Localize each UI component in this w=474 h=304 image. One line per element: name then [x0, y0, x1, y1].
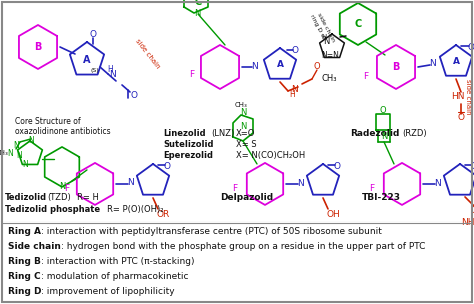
Text: Ring C: Ring C — [8, 272, 41, 282]
Text: N: N — [381, 133, 387, 141]
Text: OR: OR — [156, 210, 170, 219]
Text: N: N — [109, 71, 117, 79]
Text: Delpazolid: Delpazolid — [220, 193, 273, 202]
Text: N: N — [323, 37, 329, 47]
Text: O: O — [471, 162, 474, 171]
Text: side chain: side chain — [465, 79, 471, 115]
Text: R= H: R= H — [77, 193, 99, 202]
Text: O: O — [314, 63, 320, 71]
Text: OH: OH — [326, 210, 340, 219]
Text: O: O — [457, 113, 465, 123]
Text: Tedizolid phosphate: Tedizolid phosphate — [5, 206, 100, 214]
Text: O: O — [292, 47, 299, 56]
Text: N: N — [194, 9, 200, 19]
Text: N: N — [16, 151, 22, 161]
Text: Ring B: Ring B — [8, 257, 41, 267]
Text: : improvement of lipophilicity: : improvement of lipophilicity — [42, 288, 175, 296]
Text: side chain: side chain — [316, 12, 336, 42]
Text: R= P(O)(OH)₂: R= P(O)(OH)₂ — [107, 206, 164, 214]
Text: Sutelizolid: Sutelizolid — [163, 140, 213, 150]
Text: CH₃: CH₃ — [0, 150, 9, 156]
Text: F: F — [190, 71, 194, 79]
Text: F: F — [232, 185, 237, 193]
Text: A: A — [276, 60, 283, 70]
Text: CH₃: CH₃ — [322, 74, 337, 84]
Text: : modulation of pharmacokinetic: : modulation of pharmacokinetic — [41, 272, 188, 282]
Text: O: O — [467, 43, 474, 53]
Text: Core Structure of: Core Structure of — [15, 117, 81, 126]
Text: N=N: N=N — [321, 51, 339, 60]
Text: X= N(CO)CH₂OH: X= N(CO)CH₂OH — [236, 151, 305, 161]
Text: A: A — [453, 57, 459, 67]
Text: H: H — [289, 91, 295, 99]
Text: NH: NH — [461, 218, 474, 227]
Text: : hydrogen bond with the phosphate group on a residue in the upper part of PTC: : hydrogen bond with the phosphate group… — [61, 243, 425, 251]
Text: N: N — [22, 161, 28, 169]
Text: X=O: X=O — [236, 130, 255, 138]
Text: TBI-223: TBI-223 — [362, 193, 401, 202]
Text: N: N — [292, 85, 298, 95]
Text: Tedizolid: Tedizolid — [5, 193, 47, 202]
Text: F: F — [64, 185, 70, 193]
Text: N: N — [252, 63, 258, 71]
Text: Ring D: Ring D — [8, 288, 42, 296]
Text: C: C — [194, 0, 201, 7]
Text: H: H — [321, 34, 327, 40]
Text: : interaction with PTC (π-stacking): : interaction with PTC (π-stacking) — [41, 257, 194, 267]
Text: CH₃: CH₃ — [235, 102, 247, 108]
Text: Side chain: Side chain — [8, 243, 61, 251]
Text: : interaction with peptidyltransferase centre (PTC) of 50S ribosome subunit: : interaction with peptidyltransferase c… — [41, 227, 382, 237]
Text: O: O — [471, 206, 474, 216]
Text: F: F — [369, 185, 374, 193]
Text: C: C — [355, 19, 362, 29]
Text: O: O — [90, 30, 97, 40]
Text: (TZD): (TZD) — [47, 193, 71, 202]
Text: O: O — [164, 162, 171, 171]
Text: N: N — [298, 179, 304, 188]
Text: Linezolid: Linezolid — [163, 130, 206, 138]
Text: N: N — [429, 60, 437, 68]
Text: X= S: X= S — [236, 140, 256, 150]
Text: N: N — [59, 182, 65, 192]
Text: (RZD): (RZD) — [402, 130, 427, 138]
Text: H: H — [107, 65, 113, 74]
Text: A: A — [83, 55, 91, 65]
Text: N: N — [128, 178, 134, 188]
Text: N: N — [13, 141, 19, 150]
Text: Ring A: Ring A — [8, 227, 41, 237]
Text: N: N — [28, 136, 34, 145]
Text: N: N — [435, 179, 441, 188]
Text: N: N — [7, 150, 13, 158]
Text: ring D or: ring D or — [309, 14, 327, 40]
Text: N: N — [240, 123, 246, 131]
Text: O: O — [130, 92, 137, 100]
Text: (LNZ): (LNZ) — [211, 130, 234, 138]
Text: HN: HN — [451, 92, 465, 102]
Text: N: N — [240, 109, 246, 117]
Text: O: O — [380, 106, 386, 116]
Text: B: B — [392, 62, 400, 72]
Text: (S): (S) — [91, 68, 100, 74]
Text: Radezolid: Radezolid — [350, 130, 400, 138]
Text: side chain: side chain — [135, 38, 161, 70]
Text: oxazolidinone antibiotics: oxazolidinone antibiotics — [15, 127, 110, 136]
Text: O: O — [334, 162, 340, 171]
Text: B: B — [34, 42, 42, 52]
Text: Eperezolid: Eperezolid — [163, 151, 213, 161]
Text: F: F — [364, 72, 369, 81]
